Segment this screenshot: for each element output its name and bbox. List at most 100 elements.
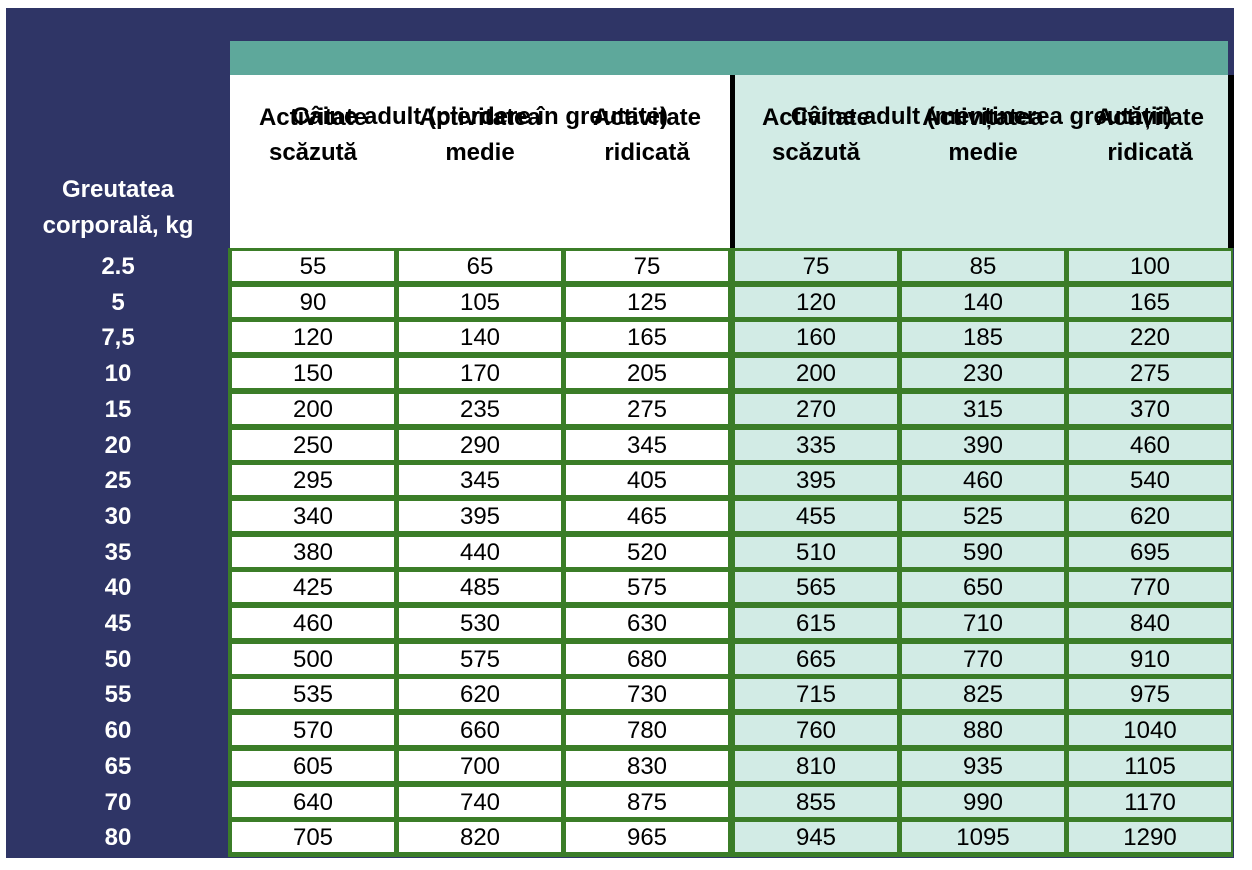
table-cell: 170 [399,358,561,389]
table-cell: 935 [902,750,1064,781]
row-weight-label: 50 [104,645,132,673]
table-cell: 1170 [1069,786,1231,817]
table-cell: 340 [232,500,394,531]
table-cell: 660 [399,715,561,746]
table-cell: 485 [399,572,561,603]
table-cell: 770 [1069,572,1231,603]
group-header-weight-maintenance: Câine adult (menținerea greutății) [730,75,1228,248]
row-header-line-1: Greutatea [61,176,175,203]
table-cell: 465 [566,500,728,531]
table-cell: 825 [902,679,1064,710]
table-cell: 390 [902,429,1064,460]
column-header-line: ridicată [1107,139,1193,166]
table-cell: 220 [1069,322,1231,353]
row-header-line-2: corporală, kg [42,212,194,239]
table-cell: 165 [566,322,728,353]
column-header-line: Activitatea [419,104,541,131]
table-cell: 710 [902,608,1064,638]
table-cell: 770 [902,643,1064,674]
column-header-line: Activitate [592,104,702,131]
table-cell: 165 [1069,286,1231,317]
table-cell: 335 [735,429,897,460]
table-cell: 680 [566,643,728,674]
column-header: Activitate scăzută [230,100,396,170]
group-title-weight-maintenance: Câine adult (menținerea greutății) [790,103,1173,130]
table-cell: 405 [566,465,728,496]
row-weight-label: 20 [104,431,132,459]
table-cell: 695 [1069,536,1231,567]
table-cell: 460 [902,465,1064,496]
table-cell: 615 [735,608,897,638]
table-cell: 1290 [1069,822,1231,853]
column-header: Activitatea medie [397,100,563,170]
column-header: Activitate ridicată [564,100,730,170]
table-cell: 125 [566,286,728,317]
table-cell: 460 [1069,429,1231,460]
table-cell: 235 [399,393,561,424]
table-cell: 520 [566,536,728,567]
table-cell: 455 [735,500,897,531]
table-cell: 460 [232,608,394,638]
table-cell: 250 [232,429,394,460]
table-cell: 880 [902,715,1064,746]
table-cell: 315 [902,393,1064,424]
table-cell: 75 [735,251,897,281]
row-weight-label: 15 [104,395,132,423]
column-header-line: ridicată [604,139,690,166]
table-cell: 105 [399,286,561,317]
table-cell: 565 [735,572,897,603]
table-cell: 90 [232,286,394,317]
row-weight-label: 45 [104,610,132,637]
table-cell: 620 [1069,500,1231,531]
table-cell: 65 [399,251,561,281]
table-cell: 665 [735,643,897,674]
table-cell: 570 [232,715,394,746]
table-cell: 500 [232,643,394,674]
table-cell: 295 [232,465,394,496]
table-cell: 395 [399,500,561,531]
column-header-line: Activitate [1095,104,1205,131]
row-weight-label: 70 [104,788,132,816]
table-cell: 160 [735,322,897,353]
table-cell: 345 [566,429,728,460]
table-cell: 575 [566,572,728,603]
table-cell: 875 [566,786,728,817]
row-weight-label: 25 [104,467,132,495]
table-cell: 525 [902,500,1064,531]
table-cell: 1095 [902,822,1064,853]
table-cell: 780 [566,715,728,746]
table-cell: 945 [735,822,897,853]
row-weight-label: 35 [104,538,132,566]
table-cell: 100 [1069,251,1231,281]
table-cell: 140 [902,286,1064,317]
table-cell: 55 [232,251,394,281]
table-cell: 290 [399,429,561,460]
column-header-line: medie [948,139,1018,166]
column-header: Activitate scăzută [733,100,899,170]
table-cell: 370 [1069,393,1231,424]
row-weight-label: 60 [104,717,132,745]
table-cell: 605 [232,750,394,781]
column-header-line: Activitate [761,104,871,131]
column-header-line: scăzută [771,139,861,166]
table-cell: 760 [735,715,897,746]
table-cell: 205 [566,358,728,389]
table-cell: 150 [232,358,394,389]
table-cell: 530 [399,608,561,638]
row-weight-label: 2.5 [101,253,135,280]
column-header: Activitatea medie [900,100,1066,170]
table-cell: 715 [735,679,897,710]
row-weight-label: 7,5 [101,324,135,352]
table-cell: 620 [399,679,561,710]
table-cell: 575 [399,643,561,674]
column-header: Activitate ridicată [1067,100,1233,170]
table-cell: 230 [902,358,1064,389]
table-cell: 965 [566,822,728,853]
table-cell: 1040 [1069,715,1231,746]
table-cell: 140 [399,322,561,353]
table-cell: 830 [566,750,728,781]
table-cell: 270 [735,393,897,424]
table-cell: 120 [232,322,394,353]
table-cell: 630 [566,608,728,638]
row-weight-label: 55 [104,681,132,709]
